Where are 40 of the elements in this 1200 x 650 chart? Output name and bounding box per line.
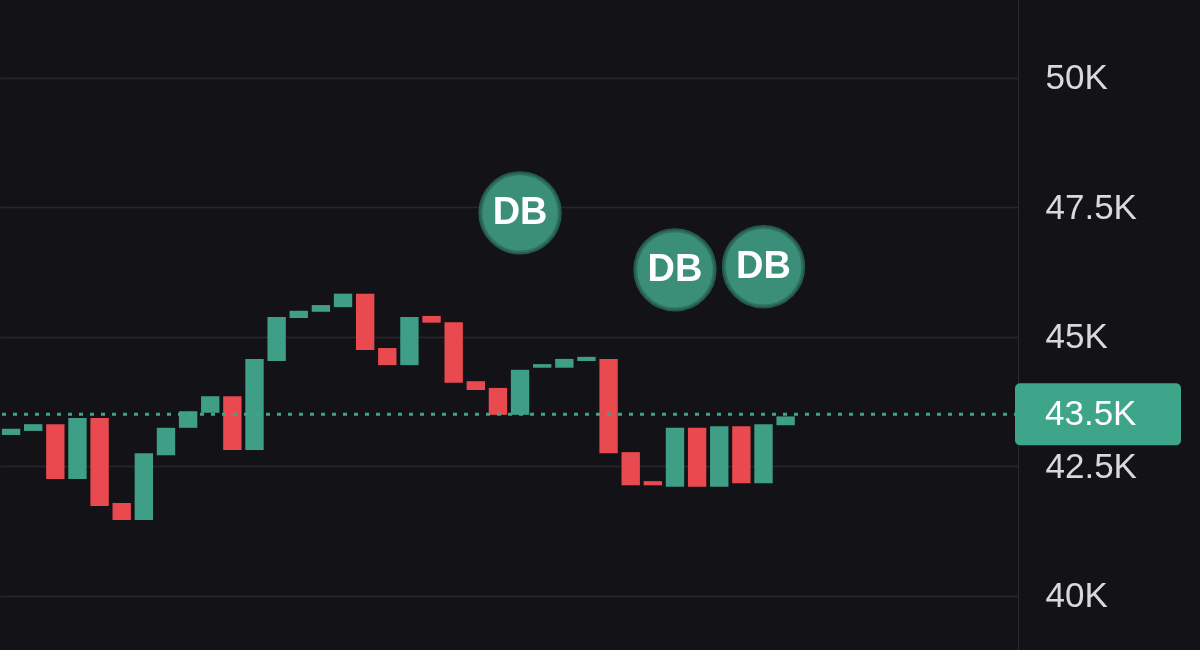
candlestick [732, 426, 751, 484]
candlestick [355, 293, 375, 351]
candlestick [311, 305, 331, 312]
ref-line-label: 43.5K [1045, 393, 1137, 433]
candlestick [533, 364, 552, 368]
candlestick [1, 428, 21, 436]
y-tick-label: 42.5K [1045, 445, 1137, 485]
candlestick [156, 427, 176, 456]
candlestick [90, 417, 109, 507]
candlestick [488, 387, 508, 415]
candlestick [400, 316, 419, 366]
y-tick-label: 47.5K [1045, 186, 1137, 226]
y-tick-label: 50K [1045, 57, 1108, 97]
candlestick [599, 358, 618, 454]
candlestick [267, 316, 286, 361]
candlestick [223, 396, 242, 451]
candlestick [577, 356, 596, 361]
candlestick [134, 453, 154, 520]
candlestick [710, 426, 729, 487]
candlestick [754, 424, 773, 484]
candlestick [112, 502, 131, 520]
candlestick [466, 381, 485, 390]
candlestick [289, 310, 308, 319]
data-label: DB [647, 246, 703, 289]
candlestick [621, 452, 640, 486]
candlestick [378, 348, 397, 366]
candlestick [24, 424, 43, 431]
data-label: DB [736, 243, 791, 286]
candlestick [665, 427, 685, 487]
candlestick [687, 427, 707, 487]
y-tick-label: 45K [1045, 316, 1108, 356]
candlestick [444, 322, 463, 383]
candlestick [422, 315, 441, 323]
candlestick [555, 358, 574, 368]
candlestick [68, 417, 87, 480]
candlestick [643, 481, 663, 486]
candlestick [333, 293, 353, 308]
y-tick-label: 40K [1045, 575, 1108, 615]
candlestick [46, 424, 65, 480]
data-label: DB [492, 189, 548, 232]
